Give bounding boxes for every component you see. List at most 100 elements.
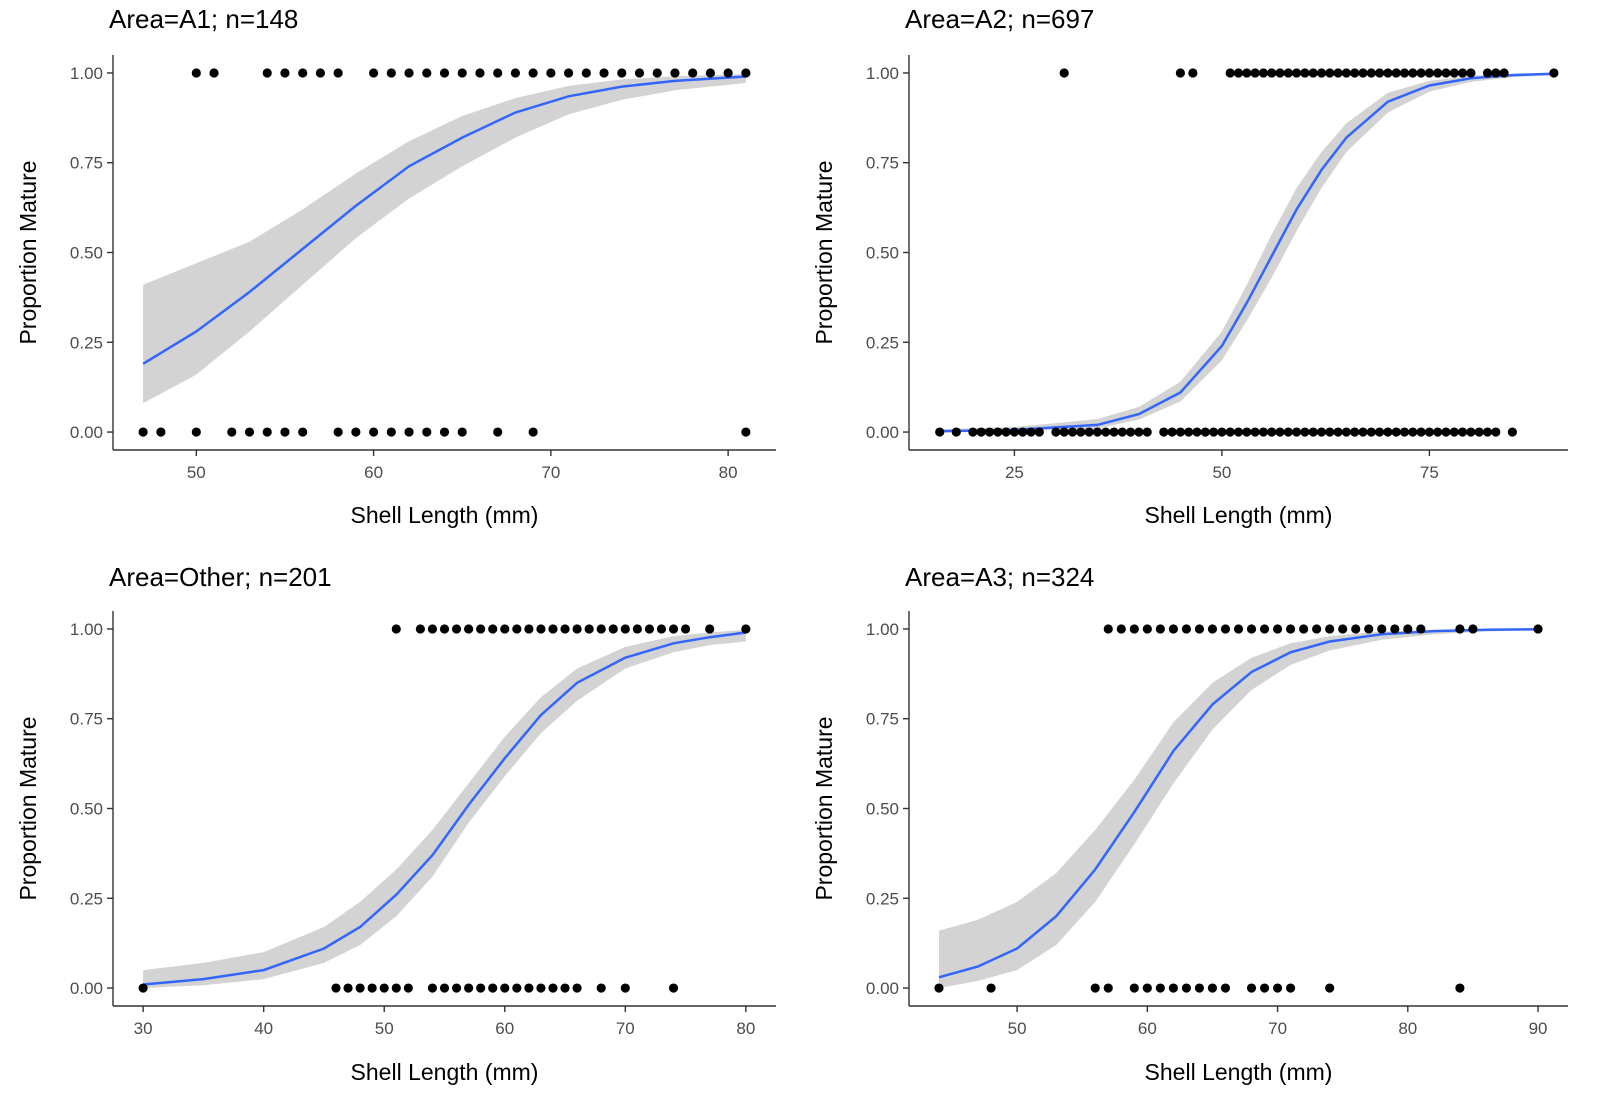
data-point — [934, 983, 944, 993]
data-point — [599, 68, 609, 78]
data-point — [476, 624, 486, 634]
confidence-band — [143, 629, 746, 988]
y-tick-label: 0.50 — [70, 800, 103, 819]
y-tick-label: 0.00 — [866, 423, 899, 442]
data-point — [1333, 427, 1343, 437]
data-point — [1377, 624, 1387, 634]
y-tick-label: 1.00 — [70, 620, 103, 639]
confidence-band — [939, 73, 1554, 432]
data-point — [634, 68, 645, 78]
data-point — [510, 68, 521, 78]
data-point — [1272, 624, 1283, 634]
data-point — [475, 68, 485, 78]
y-tick-label: 0.75 — [866, 154, 899, 173]
data-point — [1300, 427, 1310, 437]
data-point — [1181, 624, 1192, 634]
data-point — [680, 624, 691, 634]
data-point — [617, 68, 627, 78]
data-point — [1338, 624, 1348, 634]
data-point — [1220, 983, 1231, 993]
data-point — [1549, 68, 1559, 78]
x-tick-label: 50 — [1212, 463, 1231, 482]
data-point — [1366, 68, 1376, 78]
data-point — [1455, 983, 1465, 993]
y-axis-label: Proportion Mature — [15, 716, 41, 900]
data-point — [935, 427, 945, 437]
data-point — [620, 983, 630, 993]
data-point — [1441, 427, 1451, 437]
data-point — [1491, 68, 1501, 78]
data-point — [422, 427, 432, 437]
data-point — [1188, 68, 1198, 78]
data-point — [1399, 427, 1410, 437]
data-point — [439, 983, 450, 993]
y-tick-label: 0.25 — [866, 333, 899, 352]
data-point — [705, 624, 715, 634]
data-point — [488, 624, 498, 634]
x-tick-label: 70 — [1268, 1019, 1287, 1038]
data-point — [404, 427, 414, 437]
data-point — [1267, 68, 1277, 78]
data-point — [1468, 624, 1478, 634]
data-point — [1308, 68, 1318, 78]
y-axis-label: Proportion Mature — [15, 160, 41, 344]
data-point — [1275, 68, 1285, 78]
data-point — [1116, 624, 1126, 634]
data-point — [1466, 427, 1476, 437]
data-point — [1316, 68, 1327, 78]
data-point — [1482, 68, 1493, 78]
data-point — [1491, 427, 1501, 437]
data-point — [584, 624, 594, 634]
x-tick-label: 25 — [1005, 463, 1024, 482]
data-point — [1272, 983, 1283, 993]
data-point — [670, 68, 680, 78]
data-point — [1181, 983, 1192, 993]
data-point — [1129, 624, 1139, 634]
data-point — [1233, 624, 1244, 634]
x-axis-label: Shell Length (mm) — [351, 502, 539, 528]
data-point — [688, 68, 698, 78]
data-point — [741, 624, 751, 634]
data-point — [386, 68, 396, 78]
data-point — [1366, 427, 1376, 437]
x-tick-label: 75 — [1420, 463, 1439, 482]
panel-title: Area=A1; n=148 — [109, 4, 298, 34]
confidence-band — [143, 74, 746, 404]
data-point — [1433, 68, 1443, 78]
y-tick-label: 1.00 — [866, 620, 899, 639]
data-point — [668, 624, 679, 634]
x-tick-label: 50 — [187, 463, 206, 482]
data-point — [1408, 427, 1418, 437]
data-point — [1285, 983, 1296, 993]
data-point — [191, 68, 201, 78]
x-axis-label: Shell Length (mm) — [351, 1059, 539, 1085]
data-point — [1194, 624, 1205, 634]
data-point — [1167, 427, 1177, 437]
data-point — [563, 68, 574, 78]
y-tick-label: 0.75 — [70, 710, 103, 729]
data-point — [244, 427, 255, 437]
data-point — [1358, 68, 1368, 78]
data-point — [464, 624, 474, 634]
data-point — [1168, 624, 1178, 634]
data-point — [476, 983, 486, 993]
data-point — [391, 624, 401, 634]
data-point — [1184, 427, 1194, 437]
data-point — [355, 983, 365, 993]
data-point — [608, 624, 618, 634]
fit-line — [938, 628, 1539, 979]
data-point — [705, 68, 716, 78]
chart-panel: 0.00 0.25 0.50 0.75 1.00 50 60 70 80 Area=A1; n=1… — [15, 4, 776, 528]
chart-panel: 0.00 0.25 0.50 0.75 1.00 25 50 75 Area=A2; n=697… — [811, 4, 1568, 528]
data-point — [298, 68, 308, 78]
data-point — [1155, 983, 1165, 993]
data-point — [1142, 427, 1152, 437]
data-point — [1341, 68, 1351, 78]
data-point — [1175, 427, 1186, 437]
chart-panel: 0.00 0.25 0.50 0.75 1.00 50 60 70 80 90 Area=A3; n… — [811, 562, 1568, 1085]
y-tick-label: 0.25 — [70, 333, 103, 352]
data-point — [546, 68, 556, 78]
data-point — [457, 427, 467, 437]
data-point — [1059, 427, 1069, 437]
data-point — [1283, 68, 1293, 78]
